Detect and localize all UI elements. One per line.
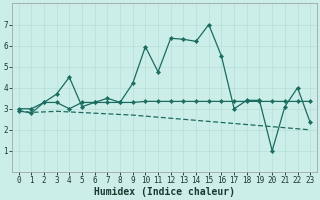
X-axis label: Humidex (Indice chaleur): Humidex (Indice chaleur) xyxy=(94,186,235,197)
